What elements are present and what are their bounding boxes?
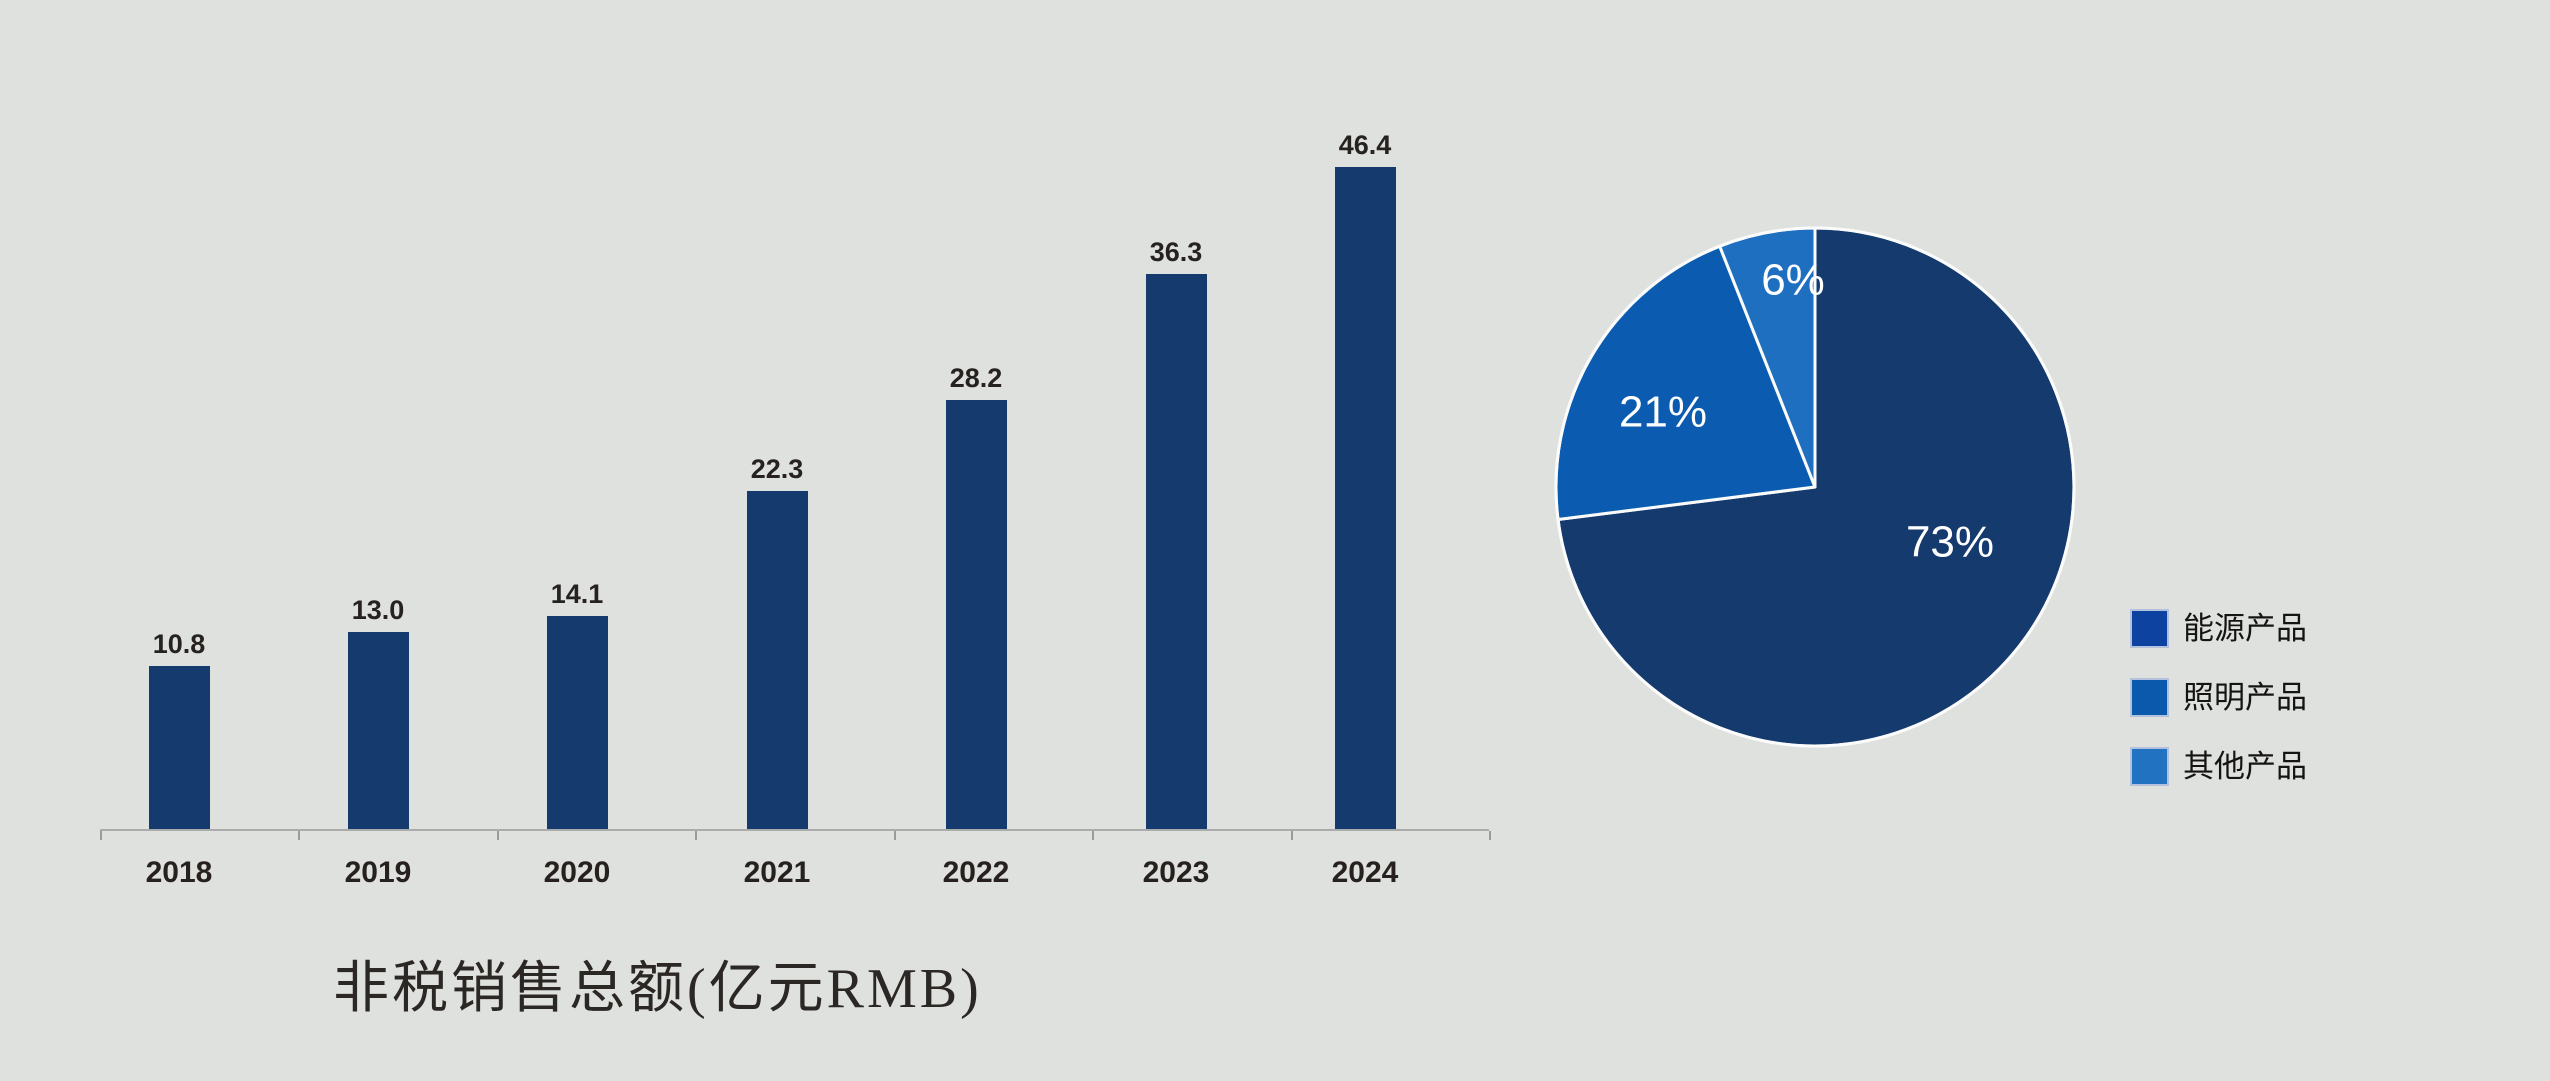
bar-chart-title: 非税销售总额(亿元RMB) [333, 958, 982, 1020]
bar-2018 [148, 666, 210, 829]
legend-item-energy: 能源产品 [2130, 609, 2307, 648]
bar-2020 [546, 616, 608, 829]
axis-tick [695, 831, 697, 840]
bar-2022 [945, 400, 1007, 829]
bar-category-label-2018: 2018 [145, 856, 213, 889]
pie-chart: 73% 21% 6% [1515, 187, 2115, 787]
pie-outline [1554, 226, 2076, 748]
bar-category-label-2023: 2023 [1142, 856, 1210, 889]
axis-tick [1092, 831, 1094, 840]
bar-value-label-2021: 22.3 [750, 454, 804, 484]
bar-2024 [1334, 167, 1396, 829]
legend-label: 照明产品 [2183, 680, 2307, 715]
axis-tick [1291, 831, 1293, 840]
bar-value-label-2018: 10.8 [152, 629, 206, 659]
axis-tick [894, 831, 896, 840]
legend-label: 其他产品 [2183, 749, 2307, 784]
bar-2021 [746, 491, 808, 829]
pie-svg: 73% 21% 6% [1554, 226, 2076, 748]
bar-value-label-2019: 13.0 [351, 595, 405, 625]
axis-tick [100, 831, 102, 840]
pie-data-label-73: 73% [1906, 518, 1994, 567]
axis-tick [497, 831, 499, 840]
bar-value-label-2022: 28.2 [949, 363, 1003, 393]
bar-category-label-2020: 2020 [543, 856, 611, 889]
axis-tick [1489, 831, 1491, 840]
legend-swatch [2130, 678, 2169, 717]
legend-label: 能源产品 [2183, 611, 2307, 646]
bar-category-label-2021: 2021 [743, 856, 811, 889]
legend-item-other: 其他产品 [2130, 747, 2307, 786]
bar-category-label-2019: 2019 [344, 856, 412, 889]
bar-2019 [347, 632, 409, 829]
bar-value-label-2020: 14.1 [550, 579, 604, 609]
legend-item-lighting: 照明产品 [2130, 678, 2307, 717]
pie-data-label-21: 21% [1619, 388, 1707, 437]
legend-swatch [2130, 747, 2169, 786]
pie-data-label-6: 6% [1761, 256, 1825, 305]
legend-swatch [2130, 609, 2169, 648]
axis-tick [298, 831, 300, 840]
bar-2023 [1145, 274, 1207, 829]
bar-category-label-2022: 2022 [942, 856, 1010, 889]
bar-value-label-2023: 36.3 [1149, 237, 1203, 267]
bar-value-label-2024: 46.4 [1338, 130, 1392, 160]
bar-category-label-2024: 2024 [1331, 856, 1399, 889]
x-axis [100, 829, 1489, 831]
